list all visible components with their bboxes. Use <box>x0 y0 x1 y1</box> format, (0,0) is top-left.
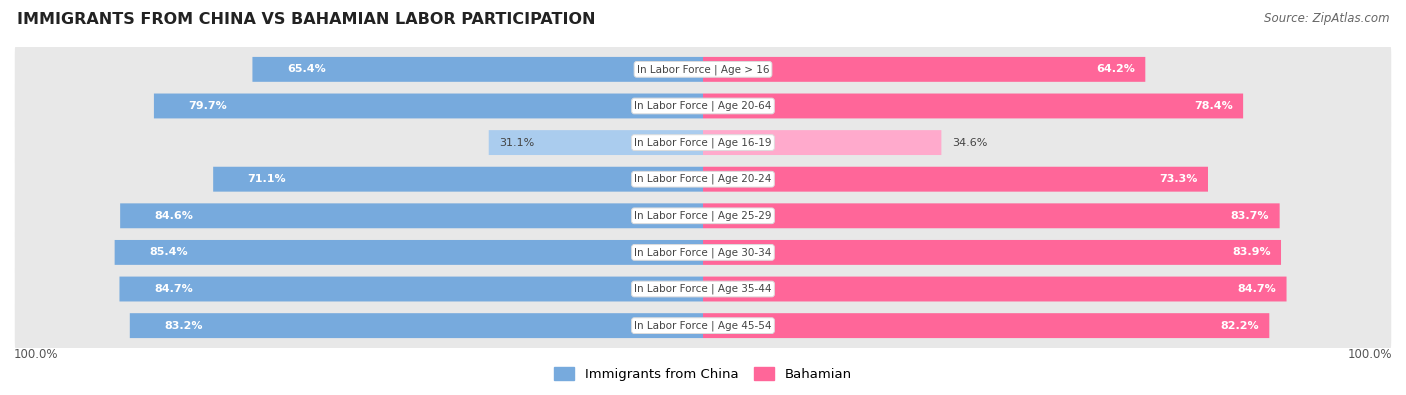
Text: 100.0%: 100.0% <box>1347 348 1392 361</box>
FancyBboxPatch shape <box>703 130 942 155</box>
Text: In Labor Force | Age > 16: In Labor Force | Age > 16 <box>637 64 769 75</box>
FancyBboxPatch shape <box>153 94 703 118</box>
Text: 84.7%: 84.7% <box>1237 284 1277 294</box>
FancyBboxPatch shape <box>253 57 703 82</box>
Legend: Immigrants from China, Bahamian: Immigrants from China, Bahamian <box>550 361 856 386</box>
Text: Source: ZipAtlas.com: Source: ZipAtlas.com <box>1264 12 1389 25</box>
Text: 79.7%: 79.7% <box>188 101 228 111</box>
FancyBboxPatch shape <box>489 130 703 155</box>
Text: In Labor Force | Age 25-29: In Labor Force | Age 25-29 <box>634 211 772 221</box>
Text: In Labor Force | Age 16-19: In Labor Force | Age 16-19 <box>634 137 772 148</box>
Text: 73.3%: 73.3% <box>1160 174 1198 184</box>
Text: 83.9%: 83.9% <box>1232 247 1271 258</box>
Text: In Labor Force | Age 30-34: In Labor Force | Age 30-34 <box>634 247 772 258</box>
FancyBboxPatch shape <box>120 276 703 301</box>
FancyBboxPatch shape <box>14 150 1392 208</box>
FancyBboxPatch shape <box>115 240 703 265</box>
Text: 84.7%: 84.7% <box>153 284 193 294</box>
FancyBboxPatch shape <box>703 94 1243 118</box>
FancyBboxPatch shape <box>703 167 1208 192</box>
FancyBboxPatch shape <box>703 240 1281 265</box>
Text: IMMIGRANTS FROM CHINA VS BAHAMIAN LABOR PARTICIPATION: IMMIGRANTS FROM CHINA VS BAHAMIAN LABOR … <box>17 12 595 27</box>
Text: 34.6%: 34.6% <box>952 137 987 148</box>
Text: 84.6%: 84.6% <box>155 211 194 221</box>
Text: In Labor Force | Age 35-44: In Labor Force | Age 35-44 <box>634 284 772 294</box>
Text: 71.1%: 71.1% <box>247 174 287 184</box>
FancyBboxPatch shape <box>14 224 1392 281</box>
Text: 31.1%: 31.1% <box>499 137 534 148</box>
FancyBboxPatch shape <box>703 276 1286 301</box>
FancyBboxPatch shape <box>14 40 1392 98</box>
FancyBboxPatch shape <box>14 260 1392 318</box>
FancyBboxPatch shape <box>214 167 703 192</box>
Text: 82.2%: 82.2% <box>1220 321 1258 331</box>
FancyBboxPatch shape <box>14 114 1392 171</box>
Text: In Labor Force | Age 45-54: In Labor Force | Age 45-54 <box>634 320 772 331</box>
FancyBboxPatch shape <box>703 313 1270 338</box>
Text: 83.7%: 83.7% <box>1230 211 1270 221</box>
Text: In Labor Force | Age 20-24: In Labor Force | Age 20-24 <box>634 174 772 184</box>
Text: 78.4%: 78.4% <box>1194 101 1233 111</box>
Text: In Labor Force | Age 20-64: In Labor Force | Age 20-64 <box>634 101 772 111</box>
Text: 100.0%: 100.0% <box>14 348 59 361</box>
FancyBboxPatch shape <box>14 77 1392 135</box>
FancyBboxPatch shape <box>120 203 703 228</box>
FancyBboxPatch shape <box>703 203 1279 228</box>
Text: 85.4%: 85.4% <box>149 247 188 258</box>
Text: 64.2%: 64.2% <box>1097 64 1135 74</box>
Text: 65.4%: 65.4% <box>287 64 326 74</box>
FancyBboxPatch shape <box>14 297 1392 355</box>
Text: 83.2%: 83.2% <box>165 321 202 331</box>
FancyBboxPatch shape <box>14 187 1392 245</box>
FancyBboxPatch shape <box>703 57 1146 82</box>
FancyBboxPatch shape <box>129 313 703 338</box>
